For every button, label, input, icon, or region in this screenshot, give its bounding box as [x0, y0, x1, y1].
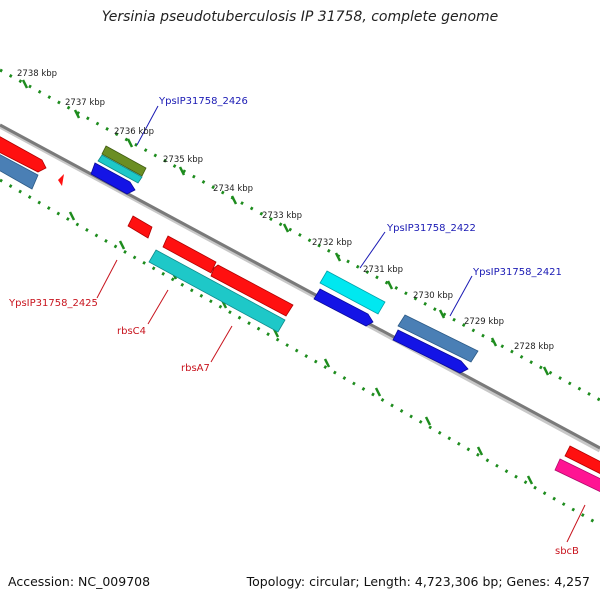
kbp-label-2735: 2735 kbp [163, 155, 203, 165]
gene-feature-cyan-small[interactable] [97, 154, 143, 184]
genome-backbone [0, 123, 600, 450]
accession-label: Accession: NC_009708 [8, 574, 151, 589]
gene-label-sbcb[interactable]: sbcB [555, 546, 579, 557]
gene-feature-blue-2421[interactable] [392, 329, 469, 374]
inner-major-ticks [68, 211, 534, 485]
label-leader-lines [96, 105, 586, 543]
gene-feature-red-tiny[interactable] [58, 174, 64, 186]
gene-label-ypsip31758-2421[interactable]: YpsIP31758_2421 [472, 267, 562, 278]
map-title: Yersinia pseudotuberculosis IP 31758, co… [101, 9, 499, 25]
gene-feature-steelblue-left[interactable] [0, 152, 39, 190]
gene-feature-olive[interactable] [101, 145, 147, 177]
kbp-label-2731: 2731 kbp [363, 265, 403, 275]
kbp-label-2736: 2736 kbp [114, 127, 154, 137]
gene-label-ypsip31758-2425[interactable]: YpsIP31758_2425 [8, 298, 98, 309]
outer-tick-ring [0, 68, 600, 402]
gene-feature-pink-sbcB[interactable] [554, 458, 600, 494]
gene-feature-red-left[interactable] [0, 134, 47, 173]
gene-feature-red-rbsC4[interactable] [162, 235, 217, 274]
outer-major-ticks [21, 79, 550, 376]
kbp-label-2734: 2734 kbp [213, 184, 253, 194]
kbp-scale-labels: 2738 kbp 2737 kbp 2736 kbp 2735 kbp 2734… [17, 69, 554, 352]
kbp-label-2733: 2733 kbp [262, 211, 302, 221]
gene-feature-steelblue-2421[interactable] [397, 314, 479, 363]
gene-feature-red-long[interactable] [210, 264, 294, 317]
gene-features [0, 134, 600, 494]
genome-summary-label: Topology: circular; Length: 4,723,306 bp… [246, 574, 590, 589]
kbp-label-2737: 2737 kbp [65, 98, 105, 108]
gene-labels: YpsIP31758_2426 YpsIP31758_2422 YpsIP317… [8, 96, 579, 557]
gene-label-rbsa7[interactable]: rbsA7 [181, 363, 210, 374]
gene-label-ypsip31758-2422[interactable]: YpsIP31758_2422 [386, 223, 476, 234]
kbp-label-2738: 2738 kbp [17, 69, 57, 79]
gene-feature-red-2425[interactable] [127, 215, 153, 239]
gene-feature-blue-small[interactable] [90, 162, 136, 195]
gene-feature-blue-2422[interactable] [313, 288, 374, 327]
gene-feature-red-sbcB[interactable] [564, 445, 600, 476]
kbp-label-2728: 2728 kbp [514, 342, 554, 352]
gene-label-ypsip31758-2426[interactable]: YpsIP31758_2426 [158, 96, 248, 107]
gene-feature-bright-cyan[interactable] [319, 270, 386, 315]
inner-tick-ring [0, 178, 600, 527]
kbp-label-2730: 2730 kbp [413, 291, 453, 301]
gene-feature-cyan-rbsA7[interactable] [148, 249, 286, 333]
kbp-label-2729: 2729 kbp [464, 317, 504, 327]
gene-label-rbsc4[interactable]: rbsC4 [117, 326, 146, 337]
kbp-label-2732: 2732 kbp [312, 238, 352, 248]
